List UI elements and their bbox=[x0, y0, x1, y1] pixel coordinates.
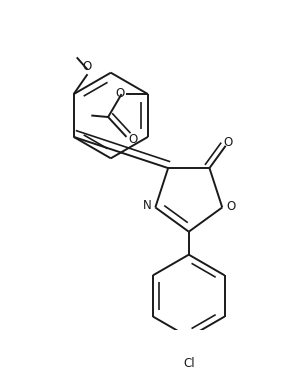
Text: O: O bbox=[128, 134, 137, 147]
Text: Cl: Cl bbox=[183, 357, 195, 370]
Text: O: O bbox=[116, 87, 125, 100]
Text: O: O bbox=[226, 200, 235, 213]
Text: O: O bbox=[83, 60, 92, 73]
Text: N: N bbox=[143, 199, 152, 212]
Text: O: O bbox=[223, 137, 232, 150]
